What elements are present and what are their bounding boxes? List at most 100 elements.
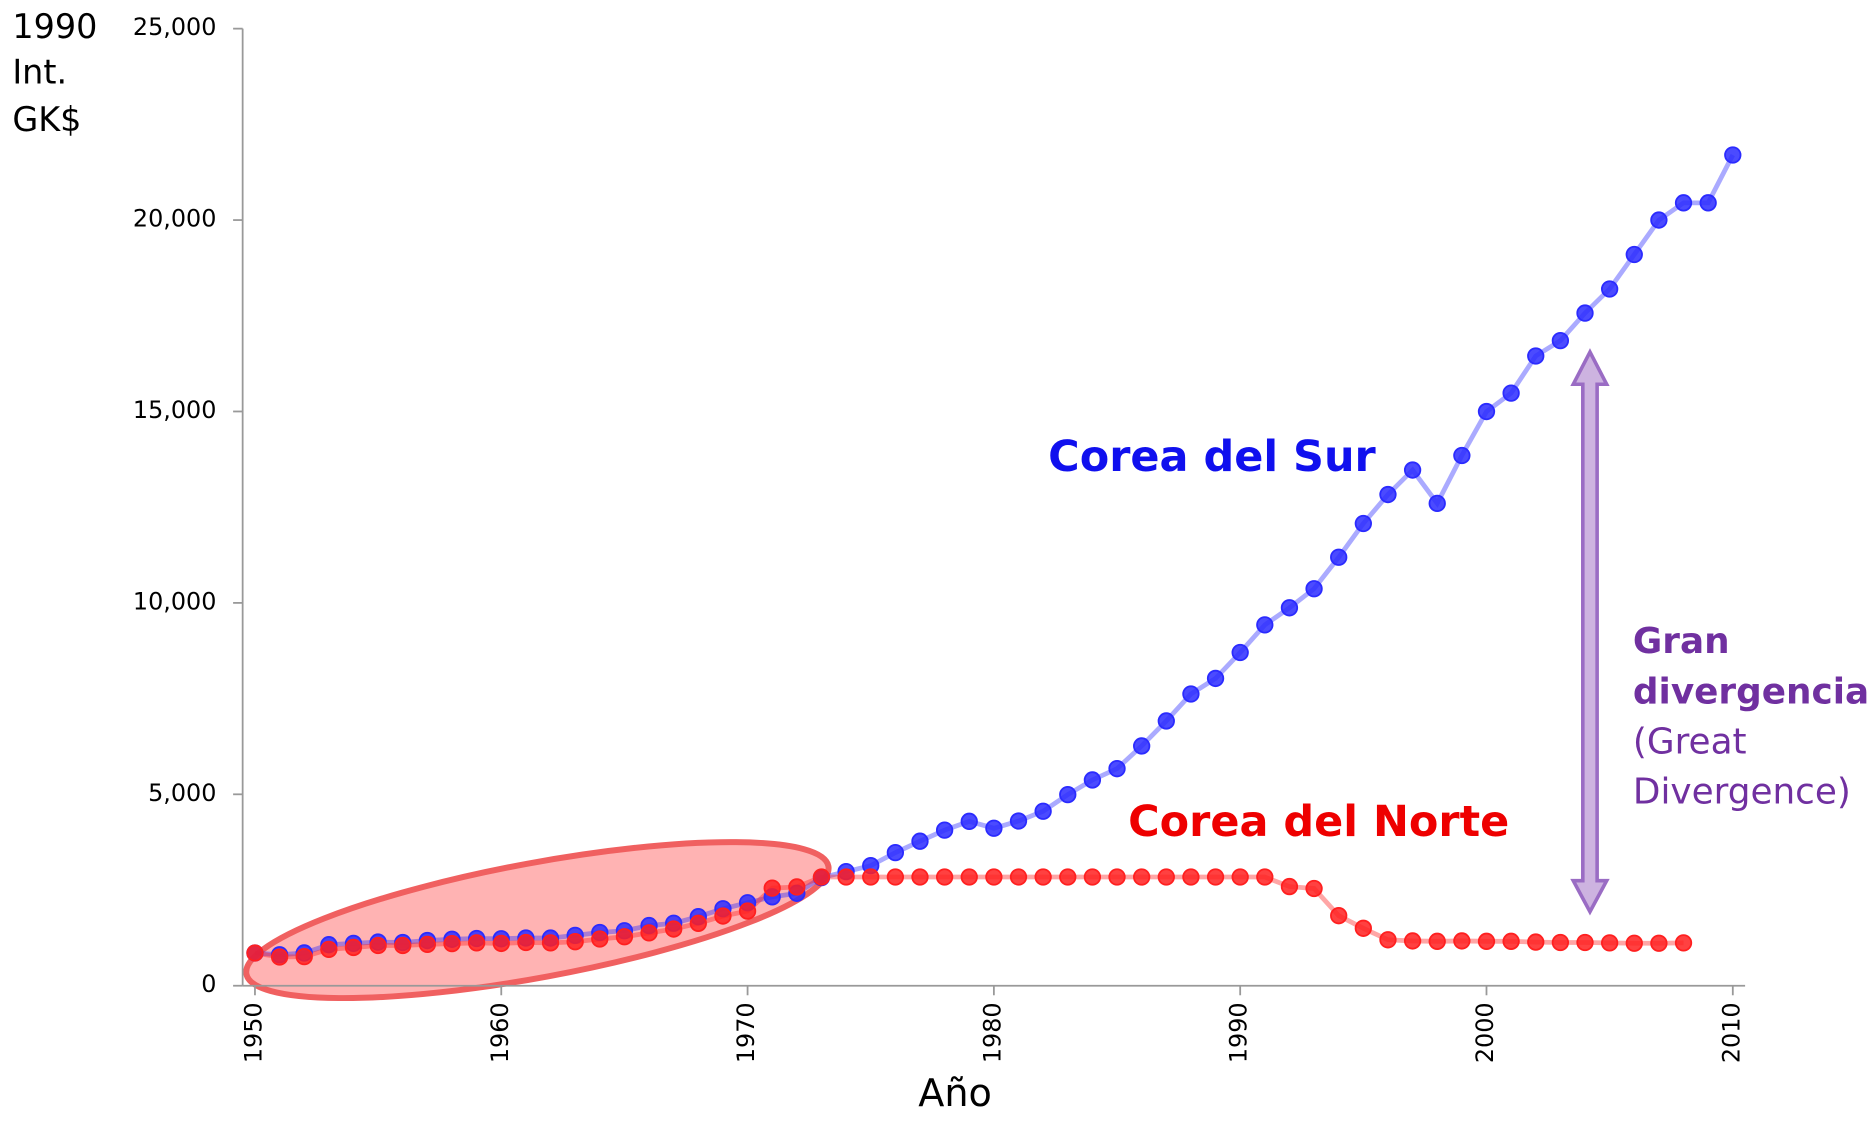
data-point (1083, 771, 1102, 789)
data-point (1009, 868, 1028, 886)
data-point (1379, 485, 1397, 504)
data-point (1157, 712, 1175, 730)
data-point (935, 868, 954, 886)
data-point (1034, 868, 1052, 886)
data-point (295, 947, 313, 966)
data-point (1403, 932, 1422, 950)
y-tick-label: 25,000 (133, 13, 216, 41)
data-point (1650, 211, 1668, 229)
data-point (1453, 446, 1471, 465)
y-axis-label: GK$ (12, 100, 81, 139)
series-label: Corea del Norte (1128, 797, 1509, 847)
data-point (1477, 402, 1496, 421)
data-point (1576, 304, 1594, 322)
data-point (640, 924, 658, 942)
y-axis-label: Int. (12, 52, 67, 91)
x-tick-label: 1990 (1225, 1002, 1253, 1063)
data-point (1527, 933, 1545, 951)
data-point (591, 930, 609, 948)
series-label: Corea del Sur (1048, 432, 1376, 482)
y-tick-label: 15,000 (133, 396, 216, 424)
data-point (1453, 932, 1471, 950)
data-point (1551, 331, 1570, 350)
data-point (1724, 146, 1742, 164)
data-point (1280, 599, 1299, 617)
data-point (911, 832, 929, 850)
data-point (320, 940, 338, 959)
x-tick-label: 1960 (486, 1002, 514, 1063)
data-point (1625, 245, 1643, 264)
data-point (1059, 785, 1077, 804)
data-point (886, 868, 905, 886)
data-point (1403, 461, 1422, 479)
x-tick-label: 2000 (1471, 1002, 1499, 1063)
data-point (517, 933, 535, 952)
data-point (985, 819, 1003, 837)
data-point (689, 914, 707, 932)
data-point (1502, 384, 1520, 402)
data-point (270, 948, 289, 966)
data-point (1182, 868, 1200, 886)
data-point (1206, 868, 1225, 886)
x-axis-label: Año (918, 1072, 992, 1116)
data-point (1108, 760, 1126, 778)
data-point (1428, 932, 1446, 950)
data-point (1674, 934, 1693, 952)
divergence-label: divergencia (1633, 671, 1869, 712)
data-point (467, 934, 486, 952)
data-point (1083, 868, 1102, 886)
axes: 0 5,000 10,000 15,000 20,000 25,000 1950 1960 19… (133, 13, 1745, 1063)
data-point (935, 821, 954, 839)
data-point (1428, 494, 1446, 513)
data-point (1133, 868, 1151, 886)
divergence-label: Gran (1633, 621, 1730, 662)
data-point (541, 934, 560, 952)
divergence-label: Divergence) (1633, 772, 1851, 813)
data-point (960, 812, 978, 830)
data-point (763, 879, 781, 897)
data-point (1354, 919, 1372, 937)
y-tick-label: 5,000 (148, 779, 216, 807)
divergence-label: (Great (1633, 721, 1747, 762)
data-point (369, 936, 387, 955)
data-point (837, 868, 855, 886)
data-point (492, 934, 510, 953)
data-point (1625, 934, 1643, 952)
data-point (1182, 685, 1200, 703)
data-point (246, 944, 264, 962)
data-point (714, 907, 732, 925)
x-tick-label: 2010 (1717, 1002, 1745, 1063)
data-point (665, 920, 683, 938)
data-point (1576, 933, 1594, 952)
data-point (566, 933, 584, 951)
data-point (1059, 868, 1077, 886)
data-point (1256, 616, 1274, 634)
x-tick-label: 1970 (732, 1002, 760, 1063)
y-tick-label: 20,000 (133, 205, 216, 233)
data-point (394, 936, 412, 955)
data-point (812, 868, 831, 886)
y-tick-label: 0 (201, 970, 216, 998)
data-point (1330, 907, 1348, 925)
data-point (788, 878, 806, 896)
data-point (1305, 879, 1323, 898)
data-point (985, 868, 1003, 886)
data-point (1330, 548, 1348, 566)
data-point (1009, 812, 1028, 830)
data-point (862, 868, 880, 886)
data-point (1305, 580, 1323, 598)
data-point (1527, 347, 1545, 365)
data-point (1133, 737, 1151, 755)
data-point (960, 868, 978, 886)
plot (246, 146, 1742, 966)
data-point (1699, 194, 1717, 212)
data-point (1280, 877, 1299, 896)
x-tick-label: 1980 (978, 1002, 1006, 1063)
data-point (886, 844, 905, 862)
data-point (1477, 932, 1496, 950)
data-point (1206, 669, 1225, 688)
data-point (1231, 868, 1249, 886)
x-tick-label: 1950 (239, 1002, 267, 1063)
